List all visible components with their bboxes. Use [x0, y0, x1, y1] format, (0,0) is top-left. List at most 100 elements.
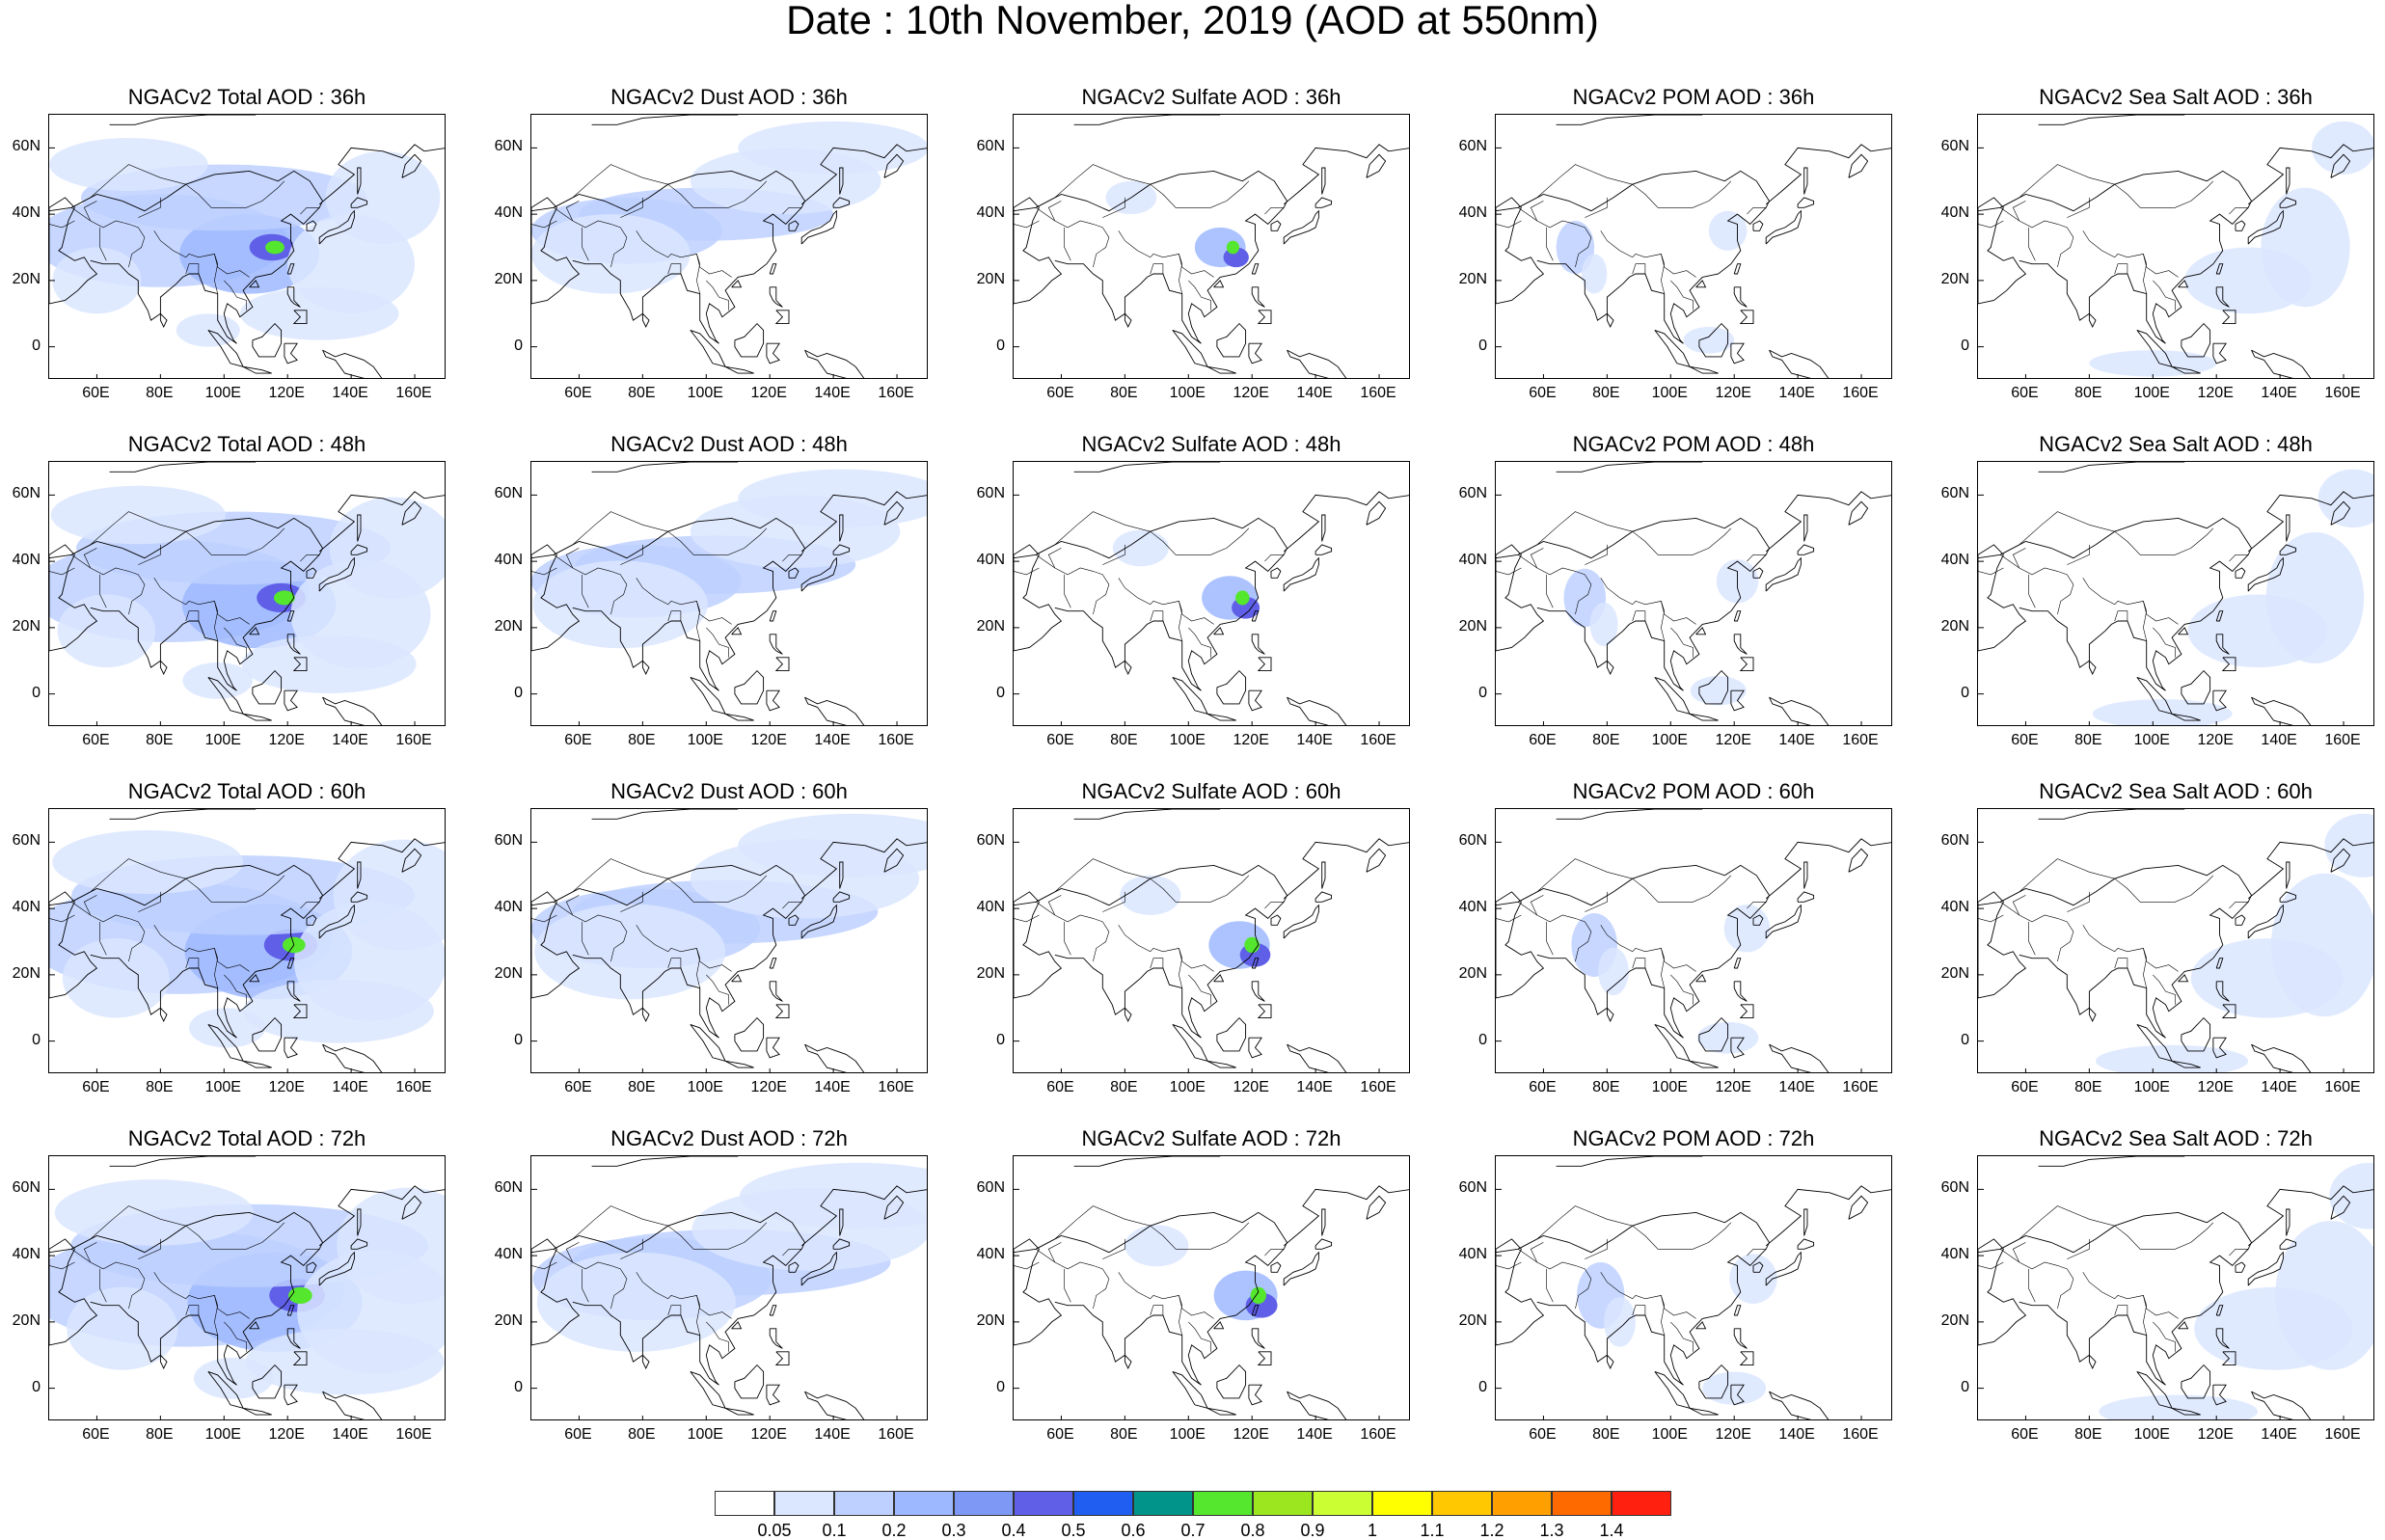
coastline [804, 349, 865, 378]
lon-tick-label: 60E [82, 385, 110, 401]
country-border [1179, 948, 1183, 988]
country-border [1064, 1268, 1071, 1303]
coastline [318, 144, 445, 205]
lon-tick-label: 160E [2324, 1079, 2361, 1095]
coastline [1251, 1328, 1265, 1349]
coastline [1739, 1351, 1754, 1366]
coastline [357, 167, 362, 195]
coastline [1172, 1370, 1208, 1409]
coastline [249, 1321, 260, 1330]
lon-tick-label: 100E [1169, 1426, 1206, 1443]
aod-map [531, 462, 927, 725]
aod-plume [325, 150, 441, 245]
lon-tick-label: 100E [1169, 732, 1206, 748]
country-border [300, 554, 320, 562]
aod-map [1978, 1156, 2373, 1419]
map-panel-seasalt-60h: NGACv2 Sea Salt AOD : 60h 60N 40N 20N 0 60E 80… [1929, 779, 2374, 1109]
coastline [2181, 1016, 2211, 1052]
lon-tick-label: 160E [395, 1079, 432, 1095]
country-border [553, 164, 668, 208]
lon-tick-label: 120E [1715, 1079, 1751, 1095]
coastline [1248, 342, 1262, 365]
country-border [1747, 1249, 1767, 1256]
coastline [2221, 1351, 2236, 1366]
coastline [531, 864, 806, 1039]
coastline [1014, 891, 1063, 999]
lat-tick-label: 20N [494, 964, 523, 982]
lon-tick-label: 60E [1529, 1426, 1557, 1443]
coastline [1803, 514, 1808, 542]
coastline [1730, 689, 1745, 712]
coastline [109, 809, 257, 820]
coastline [1248, 1384, 1262, 1406]
coastline [1314, 197, 1333, 208]
country-border [553, 902, 628, 962]
coastline [284, 1037, 298, 1059]
coastline [252, 1016, 283, 1052]
lon-tick-label: 80E [1592, 1079, 1620, 1095]
country-border [1517, 858, 1633, 903]
coastline [1283, 1251, 1319, 1286]
country-border [553, 511, 668, 555]
coastline [1978, 170, 2253, 344]
coastline [1752, 1261, 1764, 1273]
aod-plume [2312, 121, 2373, 175]
lat-tick-label: 40N [976, 899, 1005, 916]
country-border [2229, 1249, 2249, 1256]
country-border [696, 254, 701, 294]
lon-tick-label: 140E [1778, 385, 1815, 401]
coastline [292, 1004, 308, 1019]
aod-map [1978, 115, 2373, 378]
country-border [153, 1272, 250, 1319]
coastline [788, 1261, 800, 1273]
coastline [2178, 280, 2189, 288]
aod-plume [2265, 531, 2365, 663]
map-area [530, 461, 928, 726]
lat-tick-label: 20N [12, 964, 41, 982]
country-border [636, 1272, 732, 1319]
coastline [804, 1391, 865, 1419]
country-border [138, 544, 161, 565]
coastline [1287, 696, 1347, 725]
country-border [1047, 1242, 1062, 1263]
lat-tick-label: 60N [12, 1179, 41, 1197]
aod-plume [1112, 529, 1169, 567]
lon-tick-label: 140E [814, 385, 851, 401]
country-border [214, 948, 219, 988]
coastline [788, 567, 800, 579]
coastline [2247, 1185, 2373, 1247]
coastline [766, 1037, 780, 1059]
coastline [1606, 1007, 1614, 1023]
country-border [1102, 1238, 1125, 1259]
lon-tick-label: 80E [1110, 1426, 1138, 1443]
country-border [636, 230, 732, 278]
coastline [1733, 1305, 1742, 1316]
lon-tick-label: 100E [1651, 1079, 1688, 1095]
country-border [1118, 925, 1214, 972]
coastline [1366, 1195, 1387, 1220]
coastline [1689, 1407, 1719, 1416]
coastline [286, 1328, 301, 1349]
country-border [636, 578, 732, 625]
country-border [1517, 207, 1592, 268]
coastline [641, 660, 650, 676]
coastline [2181, 322, 2211, 358]
lat-tick-label: 20N [1940, 964, 1969, 982]
country-border [2143, 1295, 2148, 1336]
country-border [1530, 895, 1544, 916]
country-border [185, 875, 285, 903]
lon-tick-label: 120E [2197, 385, 2234, 401]
country-border [1978, 914, 2004, 923]
coastline [1739, 310, 1754, 325]
country-border [83, 548, 97, 569]
coastline [2251, 696, 2312, 725]
country-border [667, 610, 682, 622]
lat-tick-label: 60N [1458, 485, 1487, 502]
colorbar-swatch [1133, 1491, 1193, 1516]
lat-tick-label: 0 [996, 1031, 1005, 1048]
country-border [782, 902, 802, 909]
aod-plume [534, 904, 726, 1000]
country-border [1585, 197, 1608, 218]
coastline [2247, 144, 2373, 205]
country-border [70, 858, 186, 903]
